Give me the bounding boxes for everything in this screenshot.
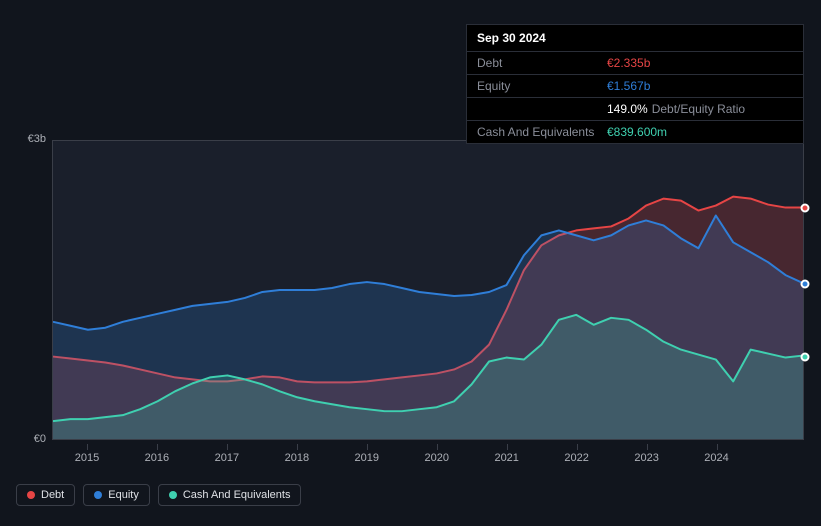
legend-dot-icon [27, 491, 35, 499]
tooltip-rows: Debt€2.335bEquity€1.567b149.0%Debt/Equit… [467, 52, 803, 143]
legend: Debt Equity Cash And Equivalents [16, 484, 301, 506]
y-tick: €3b [16, 133, 46, 145]
series-svg [53, 141, 803, 439]
tooltip-row: Equity€1.567b [467, 75, 803, 98]
x-tick-label: 2022 [564, 452, 588, 464]
legend-dot-icon [169, 491, 177, 499]
tooltip-label: Debt [477, 56, 607, 70]
x-axis: 2015 2016 2017 2018 2019 2020 2021 2022 2023 2024 [52, 444, 804, 474]
tooltip-value: €1.567b [607, 79, 650, 93]
tooltip-row: 149.0% Debt/Equity Ratio [467, 98, 803, 121]
x-tick-label: 2016 [145, 452, 169, 464]
x-tick-mark [647, 444, 648, 450]
debt-equity-chart: 2015 2016 2017 2018 2019 2020 2021 2022 2023 2024… [16, 120, 806, 520]
x-tick-mark [227, 444, 228, 450]
tooltip-label [477, 102, 607, 116]
x-tick-mark [577, 444, 578, 450]
x-tick-mark [717, 444, 718, 450]
tooltip-subtext: Debt/Equity Ratio [652, 102, 745, 116]
x-tick-mark [507, 444, 508, 450]
x-tick-label: 2021 [494, 452, 518, 464]
tooltip-row: Debt€2.335b [467, 52, 803, 75]
x-tick-mark [437, 444, 438, 450]
legend-item-equity[interactable]: Equity [83, 484, 150, 506]
legend-item-debt[interactable]: Debt [16, 484, 75, 506]
tooltip-value: €2.335b [607, 56, 650, 70]
end-dot-cash-and-equivalents [801, 353, 810, 362]
legend-label: Cash And Equivalents [183, 489, 291, 501]
x-tick-label: 2024 [704, 452, 728, 464]
tooltip-value: €839.600m [607, 125, 667, 139]
legend-dot-icon [94, 491, 102, 499]
x-tick-label: 2018 [285, 452, 309, 464]
tooltip-label: Cash And Equivalents [477, 125, 607, 139]
tooltip-label: Equity [477, 79, 607, 93]
x-tick-label: 2020 [424, 452, 448, 464]
chart-tooltip: Sep 30 2024 Debt€2.335bEquity€1.567b149.… [466, 24, 804, 144]
x-tick-mark [297, 444, 298, 450]
x-tick-label: 2017 [215, 452, 239, 464]
legend-item-cash-and-equivalents[interactable]: Cash And Equivalents [158, 484, 302, 506]
tooltip-value: 149.0% [607, 102, 648, 116]
tooltip-date: Sep 30 2024 [467, 25, 803, 52]
x-tick-mark [367, 444, 368, 450]
y-tick: €0 [16, 433, 46, 445]
x-tick-label: 2019 [355, 452, 379, 464]
end-dot-equity [801, 280, 810, 289]
legend-label: Debt [41, 489, 64, 501]
x-tick-mark [87, 444, 88, 450]
legend-label: Equity [108, 489, 139, 501]
tooltip-row: Cash And Equivalents€839.600m [467, 121, 803, 143]
end-dot-debt [801, 204, 810, 213]
x-tick-label: 2023 [634, 452, 658, 464]
plot-area[interactable] [52, 140, 804, 440]
x-tick-label: 2015 [75, 452, 99, 464]
x-tick-mark [157, 444, 158, 450]
